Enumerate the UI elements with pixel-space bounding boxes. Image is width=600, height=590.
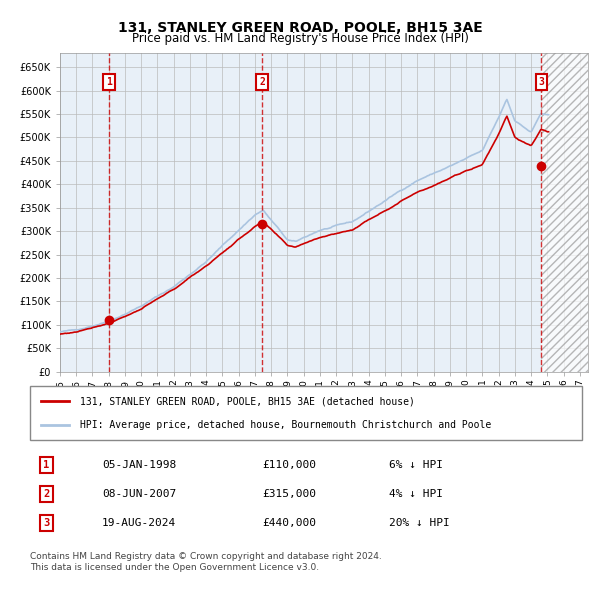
Text: 08-JUN-2007: 08-JUN-2007 — [102, 489, 176, 499]
Bar — [541, 53, 588, 372]
Text: 20% ↓ HPI: 20% ↓ HPI — [389, 519, 449, 528]
Text: HPI: Average price, detached house, Bournemouth Christchurch and Poole: HPI: Average price, detached house, Bour… — [80, 419, 491, 430]
Text: 2: 2 — [43, 489, 50, 499]
131, STANLEY GREEN ROAD, POOLE, BH15 3AE (detached house) — [251, 224, 258, 231]
Text: 131, STANLEY GREEN ROAD, POOLE, BH15 3AE: 131, STANLEY GREEN ROAD, POOLE, BH15 3AE — [118, 21, 482, 35]
131, STANLEY GREEN ROAD, POOLE, BH15 3AE (detached house) — [328, 231, 335, 238]
Text: £315,000: £315,000 — [262, 489, 316, 499]
Bar — [541, 53, 588, 372]
HPI: Average price, detached house, Bournemouth Christchurch and Poole: (2.01e+03, 3.33e+05): Average price, detached house, Bournemou… — [251, 212, 258, 219]
131, STANLEY GREEN ROAD, POOLE, BH15 3AE (detached house) — [372, 213, 379, 220]
131, STANLEY GREEN ROAD, POOLE, BH15 3AE (detached house) — [507, 123, 514, 130]
HPI: Average price, detached house, Bournemouth Christchurch and Poole: (2.02e+03, 5.81e+05): Average price, detached house, Bournemou… — [503, 96, 511, 103]
131, STANLEY GREEN ROAD, POOLE, BH15 3AE (detached house) — [166, 288, 173, 295]
Text: 3: 3 — [538, 77, 544, 87]
131, STANLEY GREEN ROAD, POOLE, BH15 3AE (detached house) — [545, 128, 552, 135]
131, STANLEY GREEN ROAD, POOLE, BH15 3AE (detached house) — [538, 126, 545, 133]
HPI: Average price, detached house, Bournemouth Christchurch and Poole: (2.01e+03, 3.07e+05): Average price, detached house, Bournemou… — [328, 224, 335, 231]
HPI: Average price, detached house, Bournemouth Christchurch and Poole: (2.02e+03, 5.59e+05): Average price, detached house, Bournemou… — [507, 106, 514, 113]
131, STANLEY GREEN ROAD, POOLE, BH15 3AE (detached house) — [56, 330, 64, 337]
Text: £440,000: £440,000 — [262, 519, 316, 528]
Text: This data is licensed under the Open Government Licence v3.0.: This data is licensed under the Open Gov… — [30, 563, 319, 572]
HPI: Average price, detached house, Bournemouth Christchurch and Poole: (2e+03, 1.75e+05): Average price, detached house, Bournemou… — [166, 286, 173, 293]
HPI: Average price, detached house, Bournemouth Christchurch and Poole: (2.01e+03, 3.51e+05): Average price, detached house, Bournemou… — [372, 204, 379, 211]
Line: HPI: Average price, detached house, Bournemouth Christchurch and Poole: HPI: Average price, detached house, Bour… — [60, 100, 548, 332]
Text: £110,000: £110,000 — [262, 460, 316, 470]
Text: 2: 2 — [259, 77, 265, 87]
Text: 131, STANLEY GREEN ROAD, POOLE, BH15 3AE (detached house): 131, STANLEY GREEN ROAD, POOLE, BH15 3AE… — [80, 396, 415, 407]
Text: 6% ↓ HPI: 6% ↓ HPI — [389, 460, 443, 470]
Text: 19-AUG-2024: 19-AUG-2024 — [102, 519, 176, 528]
HPI: Average price, detached house, Bournemouth Christchurch and Poole: (2.03e+03, 5.48e+05): Average price, detached house, Bournemou… — [545, 111, 552, 118]
FancyBboxPatch shape — [30, 386, 582, 440]
Text: 1: 1 — [43, 460, 50, 470]
Text: 3: 3 — [43, 519, 50, 528]
HPI: Average price, detached house, Bournemouth Christchurch and Poole: (2.02e+03, 5.5e+05): Average price, detached house, Bournemou… — [538, 110, 545, 117]
Text: Contains HM Land Registry data © Crown copyright and database right 2024.: Contains HM Land Registry data © Crown c… — [30, 552, 382, 560]
131, STANLEY GREEN ROAD, POOLE, BH15 3AE (detached house) — [503, 113, 511, 120]
Line: 131, STANLEY GREEN ROAD, POOLE, BH15 3AE (detached house): 131, STANLEY GREEN ROAD, POOLE, BH15 3AE… — [60, 116, 548, 334]
Text: 05-JAN-1998: 05-JAN-1998 — [102, 460, 176, 470]
HPI: Average price, detached house, Bournemouth Christchurch and Poole: (2e+03, 8.52e+04): Average price, detached house, Bournemou… — [56, 328, 64, 335]
Text: Price paid vs. HM Land Registry's House Price Index (HPI): Price paid vs. HM Land Registry's House … — [131, 32, 469, 45]
Text: 1: 1 — [106, 77, 112, 87]
Text: 4% ↓ HPI: 4% ↓ HPI — [389, 489, 443, 499]
